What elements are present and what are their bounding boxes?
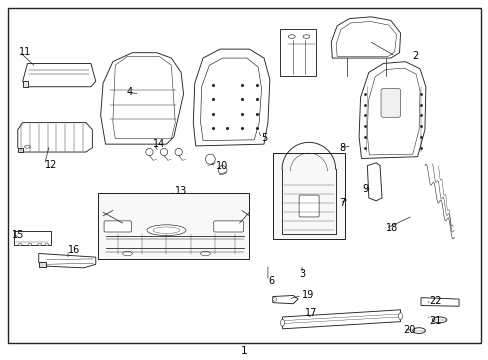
FancyBboxPatch shape <box>272 153 344 239</box>
Polygon shape <box>193 49 269 146</box>
Text: 21: 21 <box>428 316 440 325</box>
Ellipse shape <box>205 154 215 164</box>
FancyBboxPatch shape <box>98 193 249 259</box>
Polygon shape <box>358 62 425 158</box>
Polygon shape <box>18 123 92 152</box>
Text: 3: 3 <box>298 269 305 279</box>
FancyBboxPatch shape <box>213 221 243 232</box>
Ellipse shape <box>431 317 446 323</box>
Text: 12: 12 <box>44 159 57 170</box>
Ellipse shape <box>303 35 309 39</box>
Ellipse shape <box>160 148 167 156</box>
Text: 22: 22 <box>428 296 440 306</box>
Ellipse shape <box>280 319 284 326</box>
Text: 9: 9 <box>362 184 368 194</box>
Polygon shape <box>272 296 298 304</box>
Ellipse shape <box>398 313 402 320</box>
Text: 18: 18 <box>385 224 397 233</box>
Polygon shape <box>366 163 381 201</box>
Text: 10: 10 <box>216 161 228 171</box>
Polygon shape <box>420 298 458 306</box>
Polygon shape <box>101 53 183 144</box>
Ellipse shape <box>28 243 32 246</box>
Polygon shape <box>282 310 400 329</box>
Text: 6: 6 <box>267 276 273 286</box>
Text: 5: 5 <box>261 134 267 143</box>
Text: 19: 19 <box>302 291 314 301</box>
Text: 4: 4 <box>126 87 132 97</box>
Text: 8: 8 <box>339 143 345 153</box>
Text: 15: 15 <box>12 230 24 239</box>
Polygon shape <box>18 148 22 152</box>
Ellipse shape <box>24 145 30 148</box>
FancyBboxPatch shape <box>380 89 400 117</box>
Ellipse shape <box>153 227 180 233</box>
FancyBboxPatch shape <box>104 221 131 232</box>
Ellipse shape <box>45 243 49 246</box>
Ellipse shape <box>412 328 425 333</box>
Text: 20: 20 <box>403 325 415 335</box>
Text: 13: 13 <box>175 186 187 197</box>
Text: 14: 14 <box>153 139 165 149</box>
Text: 17: 17 <box>305 309 317 318</box>
Ellipse shape <box>288 35 295 39</box>
Polygon shape <box>330 17 400 58</box>
Text: 16: 16 <box>68 245 80 255</box>
FancyBboxPatch shape <box>8 8 480 343</box>
FancyBboxPatch shape <box>279 30 316 76</box>
Ellipse shape <box>145 148 153 156</box>
Text: 11: 11 <box>19 46 31 57</box>
Text: 7: 7 <box>339 198 345 208</box>
Text: 1: 1 <box>241 346 247 356</box>
Polygon shape <box>39 262 45 267</box>
Polygon shape <box>39 253 96 268</box>
Ellipse shape <box>218 166 226 174</box>
FancyBboxPatch shape <box>299 195 319 217</box>
Ellipse shape <box>38 243 41 246</box>
Text: 2: 2 <box>412 51 418 61</box>
Ellipse shape <box>272 298 276 301</box>
Ellipse shape <box>200 251 210 256</box>
Polygon shape <box>22 81 27 87</box>
FancyBboxPatch shape <box>14 231 51 244</box>
Polygon shape <box>22 63 96 87</box>
Ellipse shape <box>18 243 22 246</box>
Ellipse shape <box>122 251 132 256</box>
Ellipse shape <box>147 225 185 235</box>
Ellipse shape <box>175 148 182 156</box>
